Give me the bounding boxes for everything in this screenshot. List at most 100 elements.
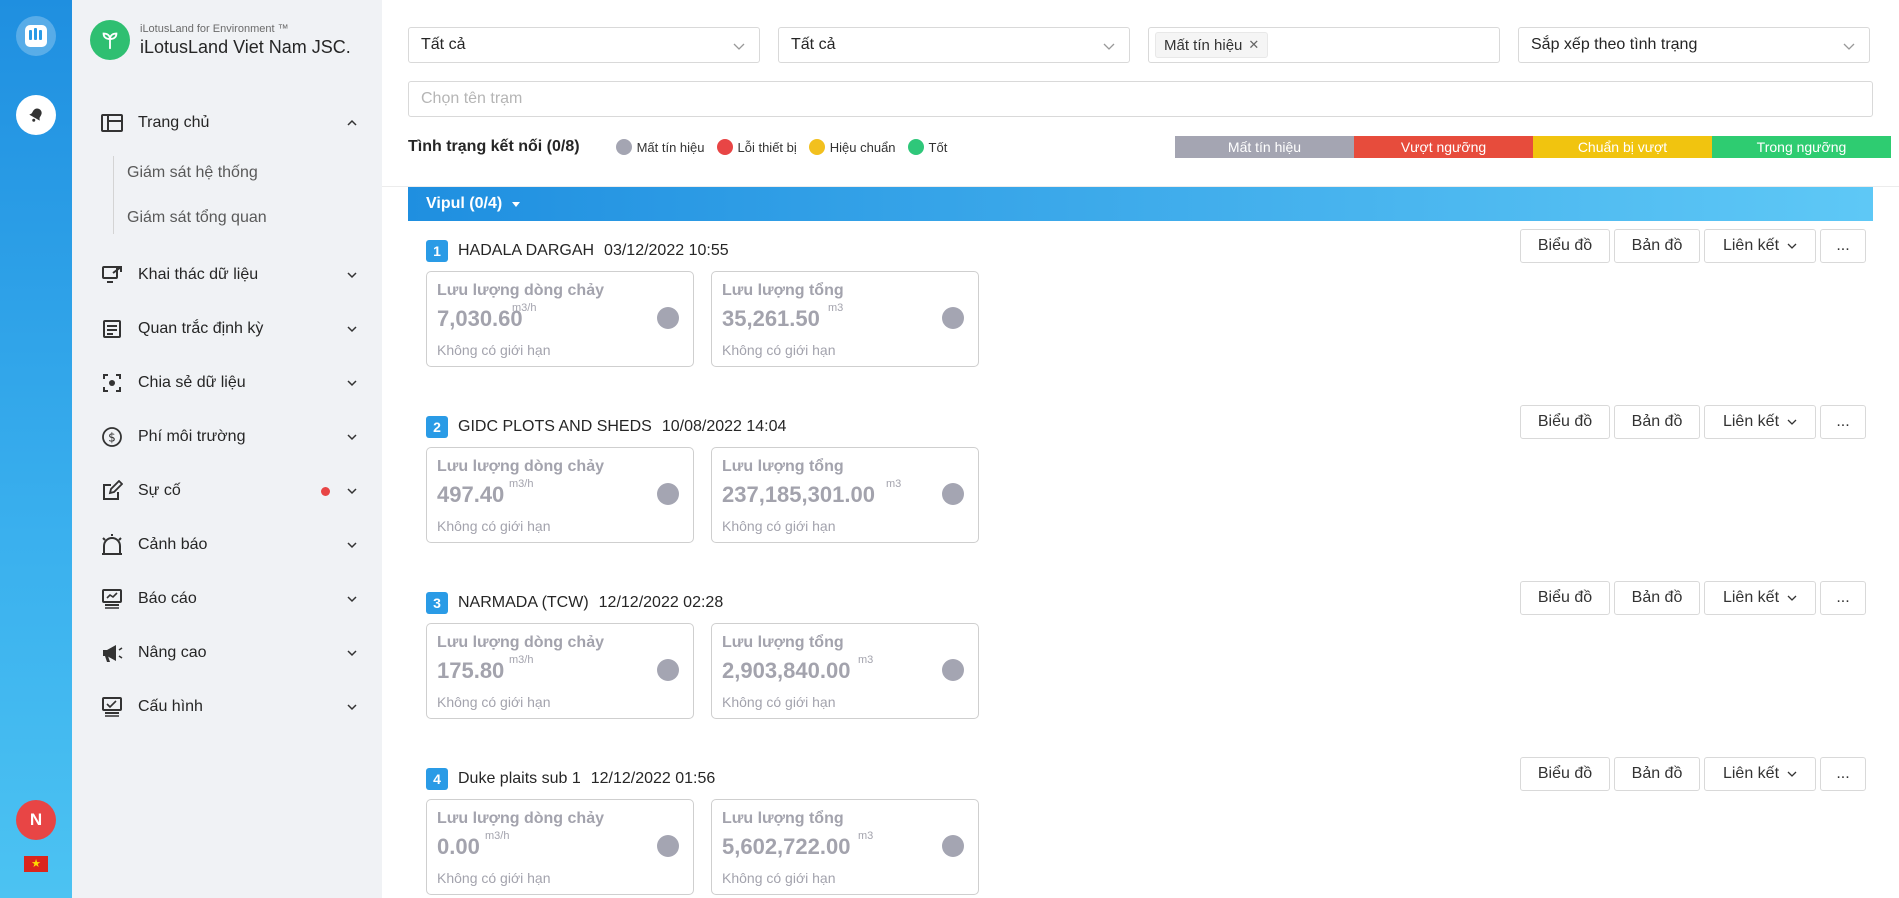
chart-button[interactable]: Biểu đồ: [1520, 229, 1610, 263]
station-name[interactable]: GIDC PLOTS AND SHEDS: [458, 418, 652, 435]
measure-card[interactable]: Lưu lượng tổng 5,602,722.00 m3 Không có g…: [711, 799, 979, 895]
chart-button[interactable]: Biểu đồ: [1520, 757, 1610, 791]
measure-unit: m3/h: [485, 830, 510, 842]
measure-card[interactable]: Lưu lượng dòng chảy 7,030.60 m3/h Không c…: [426, 271, 694, 367]
link-dropdown-button[interactable]: Liên kết: [1704, 405, 1816, 439]
megaphone-icon: [100, 641, 124, 665]
measure-card[interactable]: Lưu lượng dòng chảy 0.00 m3/h Không có gi…: [426, 799, 694, 895]
chevron-down-icon: [1787, 595, 1797, 601]
status-dot: [657, 659, 679, 681]
station-number: 2: [426, 416, 448, 438]
chart-button[interactable]: Biểu đồ: [1520, 405, 1610, 439]
sub-item-overview-monitor[interactable]: Giám sát tổng quan: [127, 208, 267, 226]
more-button[interactable]: ...: [1820, 581, 1866, 615]
nav-item-config[interactable]: Cấu hình: [72, 680, 382, 734]
measure-card[interactable]: Lưu lượng dòng chảy 497.40 m3/h Không có …: [426, 447, 694, 543]
status-segment-exceeded[interactable]: Vượt ngưỡng: [1354, 136, 1533, 158]
chevron-down-icon: [347, 650, 357, 657]
nav-item-label: Quan trắc định kỳ: [138, 320, 264, 337]
nav-menu: Trang chủ Giám sát hệ thống Giám sát tổn…: [72, 96, 382, 734]
divider: [382, 186, 1899, 187]
nav-item-label: Cảnh báo: [138, 536, 208, 553]
status-multiselect[interactable]: Mất tín hiệu ✕: [1148, 27, 1500, 63]
chevron-up-icon: [347, 119, 357, 126]
svg-text:$: $: [108, 431, 116, 445]
filter-bar: Tất cả Tất cả Mất tín hiệu ✕ Sắp xếp the…: [408, 27, 1870, 63]
station-name[interactable]: HADALA DARGAH: [458, 242, 595, 259]
measure-card[interactable]: Lưu lượng tổng 35,261.50 m3 Không có giới…: [711, 271, 979, 367]
measure-value: 0.00: [437, 834, 480, 859]
nav-item-label: Trang chủ: [138, 114, 210, 131]
station-number: 4: [426, 768, 448, 790]
dollar-icon: $: [100, 425, 124, 449]
edit-icon: [100, 479, 124, 503]
nav-item-incident[interactable]: Sự cố: [72, 464, 382, 518]
nav-item-label: Khai thác dữ liệu: [138, 266, 259, 283]
nav-item-environment-fee[interactable]: $ Phí môi trường: [72, 410, 382, 464]
legend-item: Lỗi thiết bị: [716, 139, 797, 155]
measure-value: 7,030.60: [437, 306, 523, 331]
nav-item-data-export[interactable]: Khai thác dữ liệu: [72, 248, 382, 302]
station-name[interactable]: Duke plaits sub 1: [458, 770, 581, 787]
link-dropdown-button[interactable]: Liên kết: [1704, 581, 1816, 615]
alarm-icon: [100, 533, 124, 557]
close-icon[interactable]: ✕: [1248, 37, 1260, 52]
measure-value: 5,602,722.00: [722, 834, 851, 859]
more-button[interactable]: ...: [1820, 405, 1866, 439]
legend-label: Hiệu chuẩn: [829, 139, 896, 155]
connection-status-row: Tình trạng kết nối (0/8) Mất tín hiệu Lỗ…: [408, 136, 1891, 158]
link-dropdown-button[interactable]: Liên kết: [1704, 229, 1816, 263]
province-select[interactable]: Tất cả: [408, 27, 760, 63]
more-button[interactable]: ...: [1820, 229, 1866, 263]
nav-item-advanced[interactable]: Nâng cao: [72, 626, 382, 680]
station-group-header[interactable]: Vipul (0/4): [408, 187, 1873, 221]
nav-item-warning[interactable]: Cảnh báo: [72, 518, 382, 572]
map-button[interactable]: Bản đồ: [1614, 405, 1700, 439]
incident-alert-dot: [321, 486, 330, 496]
chevron-down-icon: [1787, 419, 1797, 425]
user-avatar[interactable]: N: [16, 800, 56, 840]
map-button[interactable]: Bản đồ: [1614, 757, 1700, 791]
app-logo-icon[interactable]: [16, 16, 56, 56]
measure-value: 35,261.50: [722, 306, 820, 331]
station-number: 1: [426, 240, 448, 262]
measure-value: 175.80: [437, 658, 505, 683]
vietnam-flag-icon[interactable]: ★: [24, 856, 48, 872]
notification-bell-icon[interactable]: [16, 95, 56, 135]
sub-item-system-monitor[interactable]: Giám sát hệ thống: [127, 163, 258, 181]
status-dot: [942, 483, 964, 505]
station-search-input[interactable]: [408, 81, 1873, 117]
measure-unit: m3: [858, 654, 874, 666]
map-button[interactable]: Bản đồ: [1614, 229, 1700, 263]
nav-item-periodic-monitoring[interactable]: Quan trắc định kỳ: [72, 302, 382, 356]
nav-item-label: Chia sẻ dữ liệu: [138, 374, 246, 391]
more-button[interactable]: ...: [1820, 757, 1866, 791]
link-button-label: Liên kết: [1722, 589, 1780, 606]
link-button-label: Liên kết: [1722, 237, 1780, 254]
sort-select[interactable]: Sắp xếp theo tình trạng: [1518, 27, 1870, 63]
legend-dot: [716, 139, 733, 155]
status-segment-near-exceed[interactable]: Chuẩn bị vượt: [1533, 136, 1712, 158]
periodic-monitor-icon: [100, 317, 124, 341]
measure-card[interactable]: Lưu lượng dòng chảy 175.80 m3/h Không có …: [426, 623, 694, 719]
measure-unit: m3: [858, 830, 874, 842]
legend-dot: [615, 139, 632, 155]
link-dropdown-button[interactable]: Liên kết: [1704, 757, 1816, 791]
measure-card[interactable]: Lưu lượng tổng 237,185,301.00 m3 Không có…: [711, 447, 979, 543]
brand-name: iLotusLand Viet Nam JSC.: [140, 36, 351, 57]
station-type-select[interactable]: Tất cả: [778, 27, 1130, 63]
measure-card[interactable]: Lưu lượng tổng 2,903,840.00 m3 Không có g…: [711, 623, 979, 719]
status-segment-within[interactable]: Trong ngưỡng: [1712, 136, 1891, 158]
station-name[interactable]: NARMADA (TCW): [458, 594, 589, 611]
nav-item-report[interactable]: Báo cáo: [72, 572, 382, 626]
threshold-status-bar: Mất tín hiệu Vượt ngưỡng Chuẩn bị vượt T…: [1175, 136, 1891, 158]
sidebar: iLotusLand for Environment ™ iLotusLand …: [72, 0, 382, 898]
status-segment-lost-signal[interactable]: Mất tín hiệu: [1175, 136, 1354, 158]
measure-value: 2,903,840.00: [722, 658, 851, 683]
legend-dot: [907, 139, 924, 155]
station-time: 03/12/2022 10:55: [604, 242, 729, 259]
nav-item-share-data[interactable]: Chia sẻ dữ liệu: [72, 356, 382, 410]
chart-button[interactable]: Biểu đồ: [1520, 581, 1610, 615]
nav-item-home[interactable]: Trang chủ: [72, 96, 382, 150]
map-button[interactable]: Bản đồ: [1614, 581, 1700, 615]
